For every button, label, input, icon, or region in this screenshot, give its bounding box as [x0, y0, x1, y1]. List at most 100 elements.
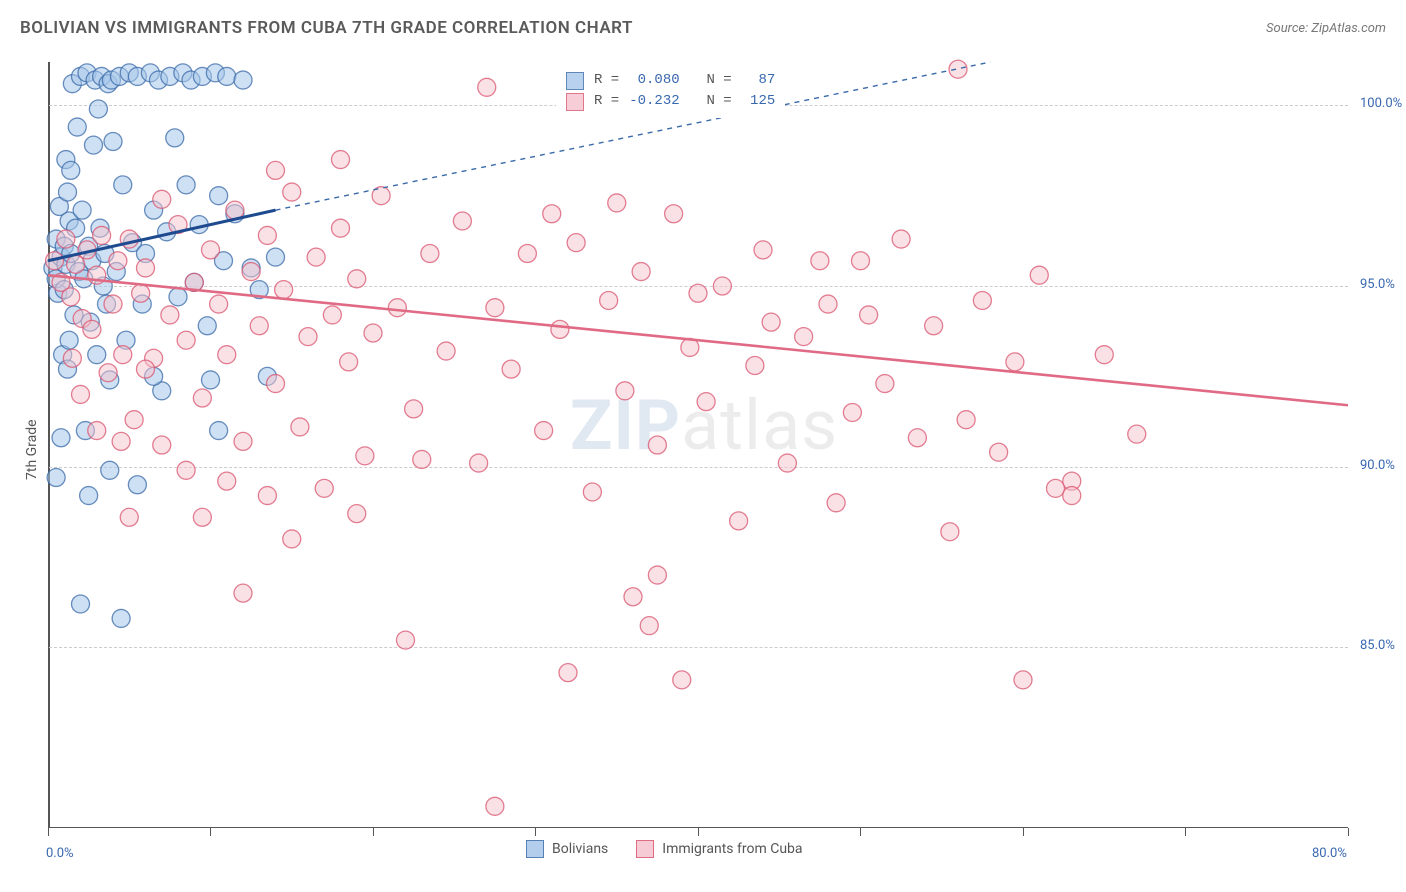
data-point	[72, 595, 90, 613]
data-point	[198, 317, 216, 335]
data-point	[101, 461, 119, 479]
data-point	[413, 450, 431, 468]
data-point	[258, 487, 276, 505]
data-point	[177, 176, 195, 194]
data-point	[689, 284, 707, 302]
data-point	[62, 161, 80, 179]
data-point	[47, 469, 65, 487]
x-tick	[1023, 828, 1024, 836]
data-point	[632, 263, 650, 281]
data-point	[59, 183, 77, 201]
data-point	[332, 219, 350, 237]
x-tick	[48, 828, 49, 836]
data-point	[421, 245, 439, 263]
data-point	[608, 194, 626, 212]
bottom-legend: Bolivians Immigrants from Cuba	[526, 840, 803, 858]
data-point	[234, 584, 252, 602]
data-point	[486, 797, 504, 815]
source-attribution: Source: ZipAtlas.com	[1266, 21, 1386, 36]
data-point	[876, 375, 894, 393]
data-point	[132, 284, 150, 302]
data-point	[640, 617, 658, 635]
data-point	[535, 422, 553, 440]
data-point	[218, 472, 236, 490]
data-point	[843, 403, 861, 421]
data-point	[128, 476, 146, 494]
data-point	[93, 226, 111, 244]
data-point	[177, 331, 195, 349]
data-point	[925, 317, 943, 335]
data-point	[88, 422, 106, 440]
legend-swatch	[636, 840, 654, 858]
data-point	[109, 252, 127, 270]
data-point	[990, 443, 1008, 461]
legend-swatch	[526, 840, 544, 858]
y-tick-label: 95.0%	[1360, 277, 1395, 292]
data-point	[624, 588, 642, 606]
data-point	[114, 176, 132, 194]
data-point	[908, 429, 926, 447]
data-point	[283, 183, 301, 201]
data-point	[258, 226, 276, 244]
data-point	[267, 161, 285, 179]
data-point	[275, 281, 293, 299]
data-point	[348, 505, 366, 523]
data-point	[250, 317, 268, 335]
data-point	[567, 234, 585, 252]
legend-label: Immigrants from Cuba	[662, 841, 802, 857]
data-point	[120, 508, 138, 526]
y-tick-label: 100.0%	[1360, 96, 1402, 111]
data-point	[104, 132, 122, 150]
legend-label: Bolivians	[552, 841, 608, 857]
x-tick	[373, 828, 374, 836]
data-point	[600, 291, 618, 309]
data-point	[166, 129, 184, 147]
legend-item: Immigrants from Cuba	[636, 840, 802, 858]
correlation-stats-box: R = 0.080 N = 87R =-0.232 N = 125	[556, 66, 785, 118]
x-tick-label: 0.0%	[46, 846, 74, 861]
data-point	[754, 241, 772, 259]
data-point	[1128, 425, 1146, 443]
data-point	[486, 299, 504, 317]
data-point	[234, 71, 252, 89]
data-point	[957, 411, 975, 429]
data-point	[1047, 479, 1065, 497]
x-tick	[860, 828, 861, 836]
data-point	[193, 389, 211, 407]
data-point	[518, 245, 536, 263]
data-point	[453, 212, 471, 230]
data-point	[746, 357, 764, 375]
data-point	[202, 241, 220, 259]
data-point	[348, 270, 366, 288]
data-point	[583, 483, 601, 501]
data-point	[210, 295, 228, 313]
data-point	[852, 252, 870, 270]
data-point	[478, 78, 496, 96]
data-point	[114, 346, 132, 364]
data-point	[941, 523, 959, 541]
data-point	[161, 306, 179, 324]
data-point	[949, 60, 967, 78]
data-point	[356, 447, 374, 465]
data-point	[68, 118, 86, 136]
data-point	[778, 454, 796, 472]
data-point	[62, 288, 80, 306]
data-point	[85, 136, 103, 154]
data-point	[827, 494, 845, 512]
data-point	[104, 295, 122, 313]
data-point	[137, 259, 155, 277]
data-point	[315, 479, 333, 497]
data-point	[242, 263, 260, 281]
data-point	[551, 320, 569, 338]
chart-svg	[48, 62, 1348, 828]
data-point	[795, 328, 813, 346]
data-point	[283, 530, 301, 548]
data-point	[63, 349, 81, 367]
stat-row: R =-0.232 N = 125	[566, 91, 775, 112]
data-point	[80, 487, 98, 505]
data-point	[973, 291, 991, 309]
data-point	[169, 288, 187, 306]
data-point	[388, 299, 406, 317]
data-point	[470, 454, 488, 472]
data-point	[193, 508, 211, 526]
